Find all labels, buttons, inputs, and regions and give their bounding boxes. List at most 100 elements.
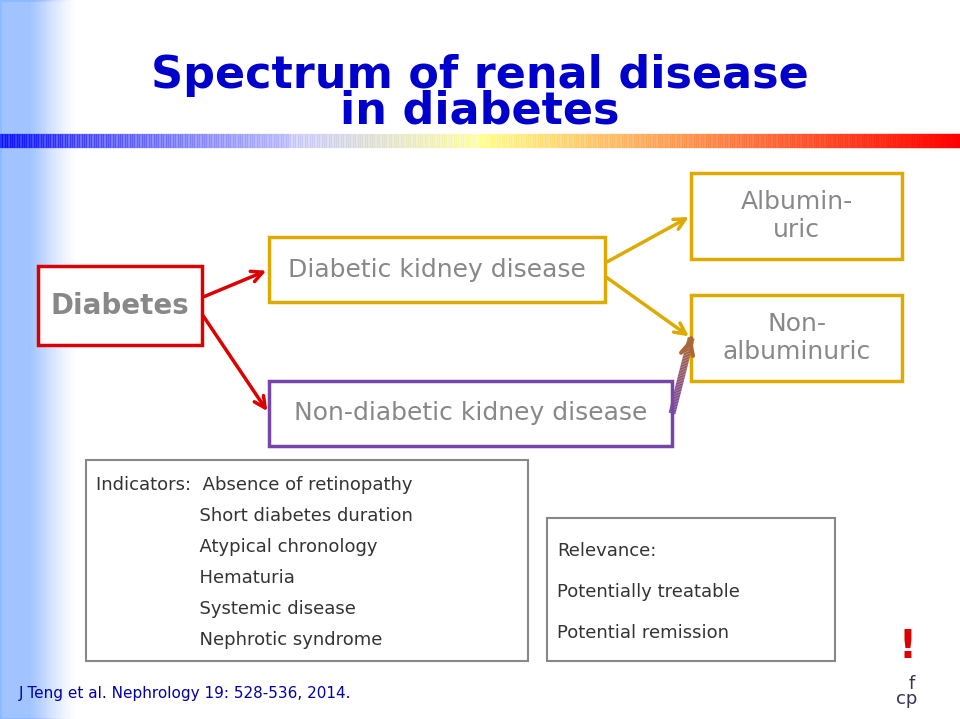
Bar [756, 134, 758, 147]
Bar [228, 134, 230, 147]
Bar [912, 134, 914, 147]
Bar [581, 134, 583, 147]
Bar [432, 134, 434, 147]
Bar [828, 134, 830, 147]
Bar [0, 0, 36, 719]
Bar [144, 134, 146, 147]
Bar [165, 134, 168, 147]
Bar [955, 134, 958, 147]
Bar [278, 134, 280, 147]
Bar [211, 134, 213, 147]
Bar [728, 134, 730, 147]
Bar [2, 134, 5, 147]
Bar [101, 134, 104, 147]
Bar [357, 134, 360, 147]
Bar [420, 134, 422, 147]
Bar [732, 134, 734, 147]
Bar [424, 134, 427, 147]
Bar [941, 134, 943, 147]
Bar [799, 134, 802, 147]
Bar [75, 134, 77, 147]
Bar [533, 134, 536, 147]
Bar [725, 134, 728, 147]
Bar [792, 134, 795, 147]
Bar [50, 134, 53, 147]
Bar [574, 134, 576, 147]
FancyBboxPatch shape [269, 237, 605, 302]
Bar [309, 134, 312, 147]
Bar [571, 134, 573, 147]
Bar [117, 134, 120, 147]
Bar [749, 134, 752, 147]
Bar [296, 134, 298, 147]
Bar [82, 134, 84, 147]
Bar [751, 134, 754, 147]
FancyBboxPatch shape [691, 173, 902, 259]
Bar [924, 134, 926, 147]
Bar [952, 134, 955, 147]
Bar [542, 134, 544, 147]
Bar [370, 134, 372, 147]
Bar [178, 134, 180, 147]
Bar [672, 134, 674, 147]
Bar [56, 134, 58, 147]
Bar [544, 134, 547, 147]
Bar [490, 134, 492, 147]
Bar [584, 134, 586, 147]
Bar [497, 134, 499, 147]
Bar [936, 134, 938, 147]
Bar [300, 134, 302, 147]
Bar [444, 134, 446, 147]
Bar [547, 134, 549, 147]
Bar [0, 0, 37, 719]
Bar [58, 134, 60, 147]
Bar [376, 134, 379, 147]
Bar [38, 134, 40, 147]
Bar [34, 134, 36, 147]
Bar [200, 134, 202, 147]
Bar [392, 134, 394, 147]
Bar [612, 134, 614, 147]
Bar [69, 134, 72, 147]
Bar [106, 134, 108, 147]
Bar [766, 134, 768, 147]
Bar [317, 134, 319, 147]
Bar [190, 134, 192, 147]
Bar [660, 134, 662, 147]
Bar [461, 134, 463, 147]
Text: Indicators:  Absence of retinopathy: Indicators: Absence of retinopathy [96, 476, 413, 494]
Bar [744, 134, 747, 147]
Bar [19, 134, 21, 147]
Bar [5, 134, 7, 147]
Text: Non-
albuminuric: Non- albuminuric [723, 312, 871, 364]
Bar [653, 134, 655, 147]
Bar [305, 134, 307, 147]
Bar [168, 134, 171, 147]
Bar [626, 134, 629, 147]
Bar [866, 134, 869, 147]
Bar [595, 134, 597, 147]
Bar [710, 134, 712, 147]
Bar [586, 134, 588, 147]
Bar [334, 134, 336, 147]
Bar [108, 134, 110, 147]
Bar [0, 134, 2, 147]
Bar [163, 134, 166, 147]
Bar [238, 134, 240, 147]
Bar [290, 134, 293, 147]
Bar [778, 134, 780, 147]
Bar [621, 134, 624, 147]
Bar [566, 134, 568, 147]
Text: cp: cp [896, 690, 917, 708]
Bar [0, 0, 40, 719]
Bar [154, 134, 156, 147]
Bar [641, 134, 643, 147]
Bar [893, 134, 895, 147]
Bar [206, 134, 209, 147]
Bar [734, 134, 737, 147]
Bar [763, 134, 766, 147]
Bar [914, 134, 917, 147]
Bar [0, 0, 59, 719]
Bar [818, 134, 821, 147]
Bar [408, 134, 411, 147]
